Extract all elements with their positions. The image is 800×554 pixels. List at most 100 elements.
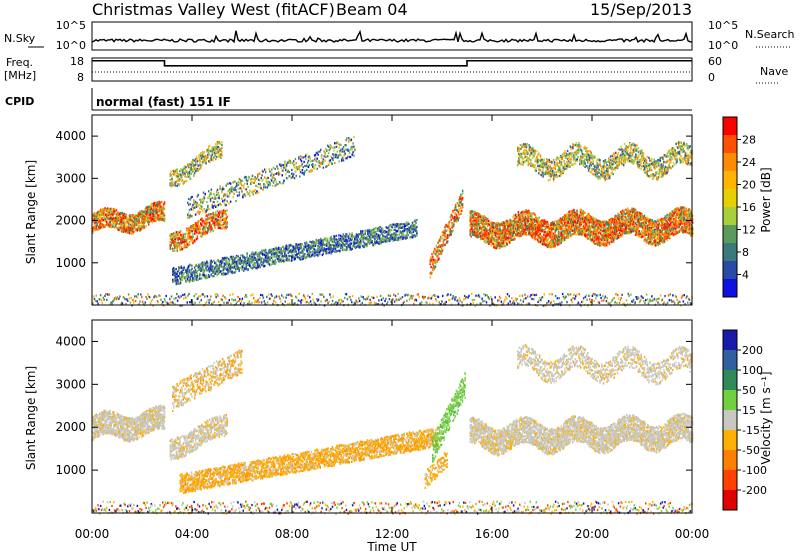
range-cell: [177, 179, 179, 182]
range-cell: [391, 223, 394, 226]
range-cell: [487, 217, 489, 221]
range-cell: [315, 151, 318, 155]
range-cell: [498, 247, 500, 250]
range-cell: [113, 210, 116, 213]
range-cell: [317, 249, 319, 253]
range-cell: [344, 148, 346, 151]
range-cell: [211, 146, 213, 149]
range-cell: [277, 250, 279, 254]
range-cell: [329, 236, 331, 240]
range-cell: [216, 193, 219, 196]
range-cell: [356, 239, 359, 243]
range-cell: [257, 252, 260, 256]
range-cell: [342, 244, 345, 247]
range-cell: [385, 226, 387, 229]
range-cell: [319, 150, 321, 153]
range-cell: [141, 211, 144, 215]
range-cell: [110, 216, 112, 219]
range-cell: [392, 223, 394, 226]
range-cell: [485, 221, 487, 224]
range-cell: [233, 261, 235, 264]
range-cell: [219, 227, 221, 230]
range-cell: [328, 251, 331, 254]
range-cell: [310, 251, 312, 254]
range-cell: [103, 207, 105, 211]
range-cell: [98, 217, 100, 220]
range-cell: [408, 230, 410, 233]
range-cell: [100, 213, 103, 217]
range-cell: [106, 214, 108, 217]
range-cell: [196, 270, 198, 273]
range-cell: [173, 173, 176, 176]
range-cell: [385, 237, 387, 240]
range-cell: [179, 183, 181, 186]
range-cell: [269, 258, 271, 262]
range-cell: [193, 276, 195, 280]
range-cell: [266, 181, 269, 184]
range-cell: [287, 249, 289, 253]
range-cell: [368, 230, 371, 234]
range-cell: [187, 164, 190, 167]
range-cell: [257, 191, 260, 194]
range-cell: [136, 228, 139, 231]
range-cell: [510, 220, 513, 223]
range-cell: [161, 218, 163, 221]
range-cell: [512, 226, 514, 229]
range-cell: [201, 151, 204, 154]
range-cell: [354, 245, 356, 248]
range-cell: [187, 164, 189, 167]
range-cell: [322, 241, 324, 244]
range-cell: [318, 251, 320, 254]
range-cell: [285, 246, 288, 249]
range-cell: [231, 258, 233, 261]
range-cell: [257, 251, 260, 255]
range-cell: [134, 222, 137, 226]
range-cell: [493, 229, 495, 232]
range-cell: [219, 221, 221, 224]
range-cell: [249, 259, 251, 262]
range-cell: [333, 244, 336, 247]
range-cell: [224, 210, 227, 213]
range-cell: [432, 267, 434, 270]
range-cell: [404, 237, 407, 240]
range-cell: [145, 219, 147, 222]
range-cell: [208, 207, 210, 211]
range-cell: [111, 208, 113, 211]
range-cell: [519, 234, 521, 237]
range-cell: [389, 237, 391, 240]
range-cell: [515, 215, 517, 219]
range-cell: [176, 168, 178, 171]
range-cell: [271, 176, 274, 179]
range-cell: [160, 211, 162, 214]
range-cell: [95, 228, 97, 231]
range-cell: [118, 226, 120, 229]
range-cell: [334, 244, 337, 247]
range-cell: [221, 227, 223, 230]
range-cell: [211, 150, 213, 153]
range-cell: [500, 229, 502, 232]
range-cell: [271, 262, 274, 265]
range-cell: [337, 244, 339, 247]
range-cell: [285, 259, 288, 262]
range-cell: [218, 153, 220, 157]
range-cell: [202, 263, 205, 266]
range-cell: [368, 232, 371, 235]
range-cell: [505, 241, 507, 244]
range-cell: [208, 149, 211, 153]
range-cell: [219, 264, 221, 267]
range-cell: [265, 252, 268, 255]
range-cell: [112, 213, 114, 217]
range-cell: [176, 233, 178, 236]
range-cell: [487, 240, 489, 243]
range-cell: [107, 211, 110, 214]
range-cell: [473, 215, 475, 218]
range-cell: [282, 169, 284, 172]
range-cell: [301, 255, 303, 258]
range-cell: [352, 151, 354, 154]
range-cell: [330, 244, 332, 247]
range-cell: [205, 262, 207, 265]
range-cell: [338, 242, 340, 245]
range-cell: [458, 201, 460, 205]
range-cell: [296, 245, 298, 248]
range-cell: [345, 239, 347, 242]
